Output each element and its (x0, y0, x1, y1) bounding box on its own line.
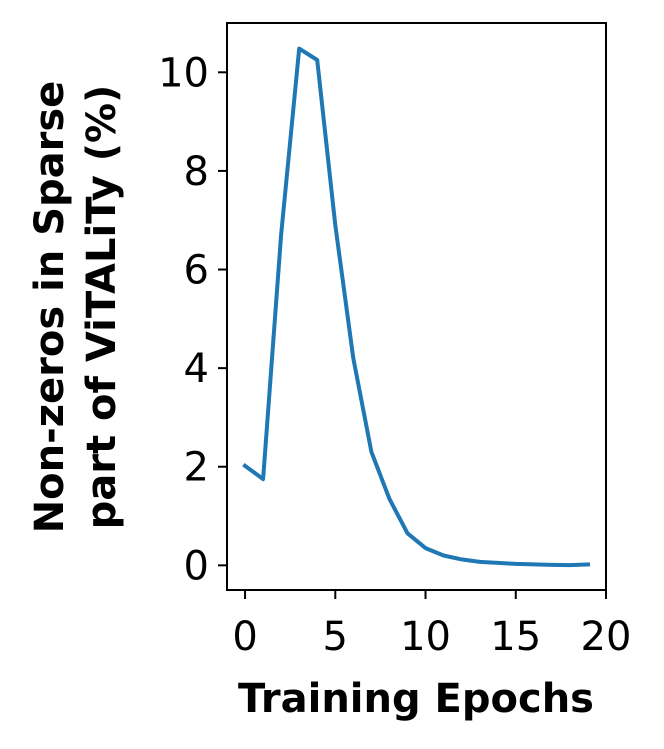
x-axis-title: Training Epochs (238, 676, 594, 722)
x-tick-label: 0 (232, 614, 257, 660)
x-tick-label: 20 (581, 614, 632, 660)
plot-area (242, 46, 591, 568)
y-tick-label: 0 (184, 543, 209, 589)
y-axis-title-line-2: part of ViTALiTy (%) (79, 85, 125, 530)
x-tick-label: 15 (490, 614, 541, 660)
y-tick-label: 8 (184, 149, 209, 195)
axes-frame (226, 22, 607, 591)
y-tick-label: 10 (158, 50, 209, 96)
y-tick-label: 2 (184, 445, 209, 491)
x-tick-label: 5 (323, 614, 348, 660)
x-tick-label: 10 (400, 614, 451, 660)
x-axis: 0 5 10 15 20 (232, 590, 631, 660)
y-tick-label: 6 (184, 248, 209, 294)
y-axis-title: Non-zeros in Sparse part of ViTALiTy (%) (27, 81, 125, 534)
series-line-0 (242, 46, 591, 568)
y-axis-title-line-1: Non-zeros in Sparse (27, 81, 73, 534)
y-axis: 0 2 4 6 8 10 (158, 50, 227, 589)
y-tick-label: 4 (184, 346, 209, 392)
